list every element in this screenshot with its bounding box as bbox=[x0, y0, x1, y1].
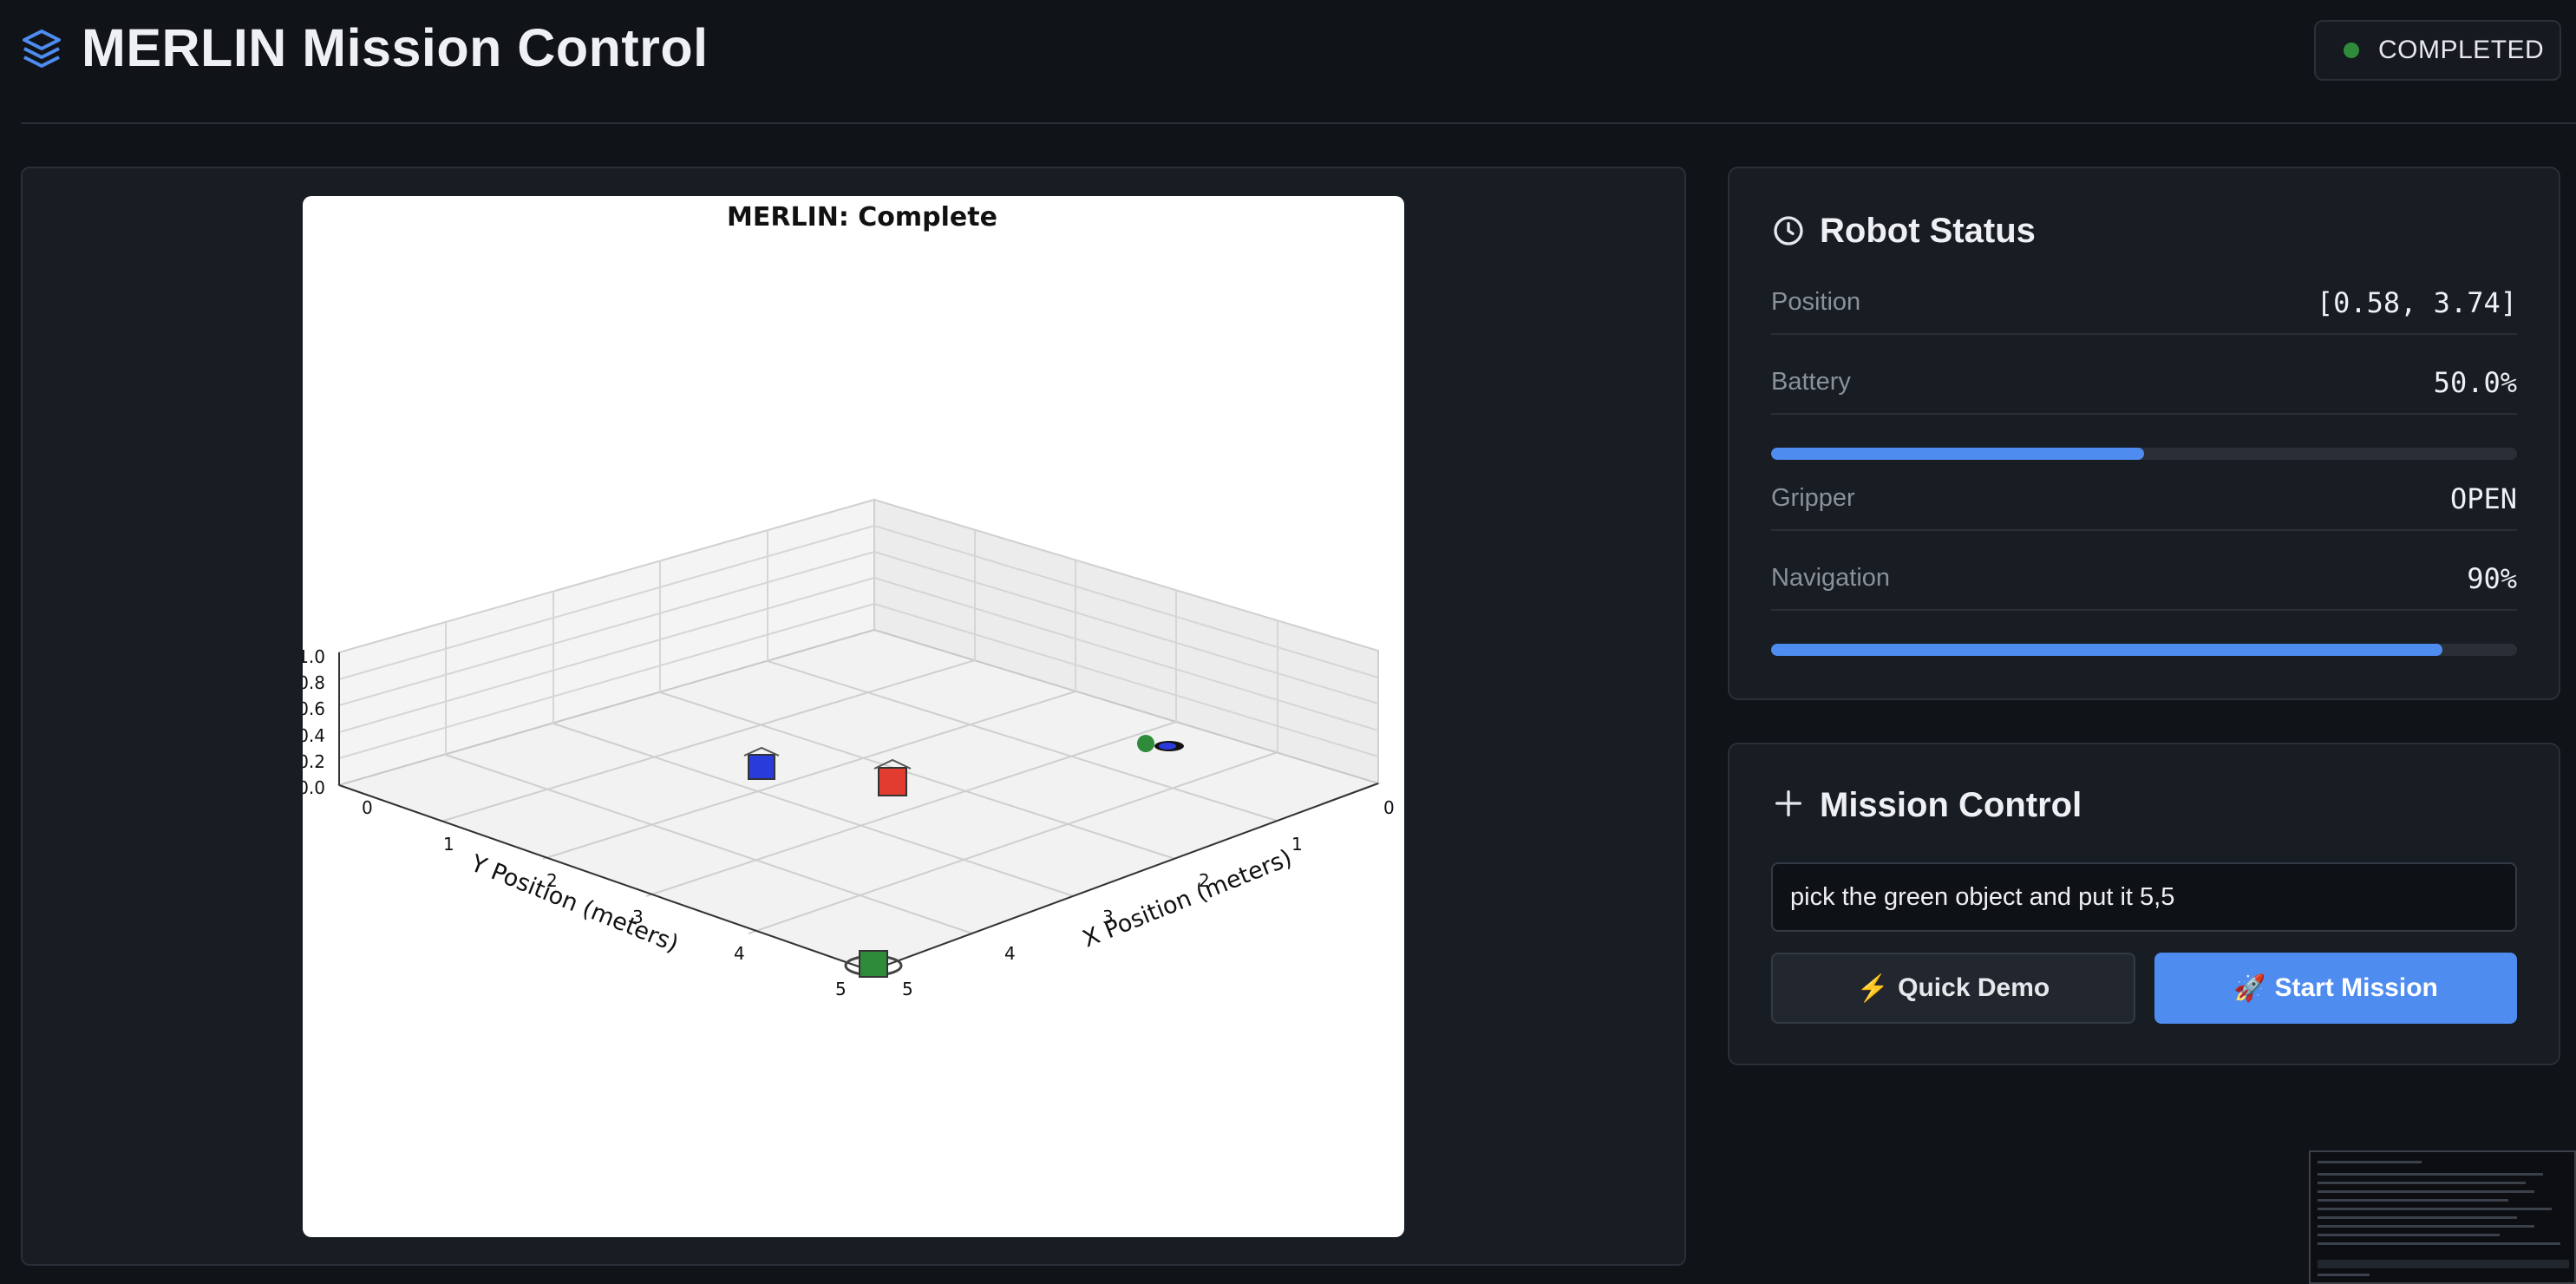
x-tick-label: 3 bbox=[1102, 907, 1114, 927]
y-tick-label: 0 bbox=[362, 797, 373, 818]
battery-row: Battery 50.0% bbox=[1771, 350, 2517, 415]
green-cube bbox=[844, 950, 903, 978]
z-tick-label: 0.6 bbox=[303, 698, 325, 719]
layers-icon bbox=[23, 29, 61, 68]
y-tick-label: 3 bbox=[632, 907, 644, 927]
mission-control-title: Mission Control bbox=[1820, 786, 2082, 824]
gripper-row: Gripper OPEN bbox=[1771, 467, 2517, 531]
navigation-bar bbox=[1771, 644, 2517, 656]
plot-title: MERLIN: Complete bbox=[727, 202, 997, 233]
z-tick-label: 0.0 bbox=[303, 777, 325, 798]
z-tick-label: 1.0 bbox=[303, 646, 325, 667]
robot bbox=[1137, 735, 1184, 752]
position-row: Position [0.58, 3.74] bbox=[1771, 271, 2517, 335]
y-tick-label: 4 bbox=[734, 943, 745, 964]
status-text: COMPLETED bbox=[2378, 36, 2545, 64]
gripper-value: OPEN bbox=[2449, 482, 2517, 515]
header-divider bbox=[21, 122, 2576, 124]
navigation-value: 90% bbox=[2467, 562, 2517, 595]
mission-status-badge: COMPLETED bbox=[2314, 20, 2561, 81]
rocket-icon: 🚀 bbox=[2233, 973, 2266, 1003]
header: MERLIN Mission Control COMPLETED bbox=[0, 0, 2576, 102]
plus-icon bbox=[1775, 790, 1801, 816]
x-tick-label: 1 bbox=[1291, 834, 1303, 855]
robot-status-card: Robot Status Position [0.58, 3.74] Batte… bbox=[1728, 167, 2560, 700]
y-tick-label: 2 bbox=[546, 870, 558, 891]
battery-value: 50.0% bbox=[2433, 366, 2517, 399]
3d-plot-svg: 0.0 0.2 0.4 0.6 0.8 1.0 0 1 2 3 4 5 0 1 … bbox=[303, 202, 1395, 999]
axis-lines bbox=[338, 652, 1379, 972]
y-ticks: 0 1 2 3 4 5 bbox=[362, 797, 847, 999]
log-thumbnail[interactable] bbox=[2309, 1150, 2576, 1284]
start-mission-label: Start Mission bbox=[2274, 973, 2438, 1002]
status-dot-icon bbox=[2344, 43, 2359, 58]
battery-bar bbox=[1771, 448, 2517, 460]
navigation-bar-fill bbox=[1771, 644, 2442, 656]
red-cube bbox=[873, 758, 912, 796]
position-value: [0.58, 3.74] bbox=[2316, 286, 2517, 319]
quick-demo-label: Quick Demo bbox=[1898, 973, 2050, 1002]
z-tick-label: 0.2 bbox=[303, 751, 325, 772]
gripper-label: Gripper bbox=[1771, 484, 1855, 512]
robot-status-title: Robot Status bbox=[1820, 212, 2036, 250]
floor-grid bbox=[440, 659, 1278, 934]
wall-grid bbox=[338, 525, 1379, 759]
3d-plot[interactable]: 0.0 0.2 0.4 0.6 0.8 1.0 0 1 2 3 4 5 0 1 … bbox=[303, 196, 1404, 1237]
lightning-icon: ⚡ bbox=[1856, 973, 1890, 1003]
mission-command-input[interactable] bbox=[1771, 862, 2517, 932]
navigation-label: Navigation bbox=[1771, 564, 1891, 592]
quick-demo-button[interactable]: ⚡ Quick Demo bbox=[1771, 953, 2135, 1024]
x-ticks: 0 1 2 3 4 5 bbox=[902, 797, 1395, 999]
mission-control-card: Mission Control ⚡ Quick Demo 🚀 Start Mis… bbox=[1728, 743, 2560, 1065]
y-tick-label: 1 bbox=[443, 834, 454, 855]
battery-bar-fill bbox=[1771, 448, 2144, 460]
z-tick-label: 0.4 bbox=[303, 725, 325, 746]
app-title: MERLIN Mission Control bbox=[82, 18, 709, 77]
navigation-row: Navigation 90% bbox=[1771, 547, 2517, 611]
x-tick-label: 5 bbox=[902, 979, 913, 999]
clock-icon bbox=[1774, 216, 1803, 246]
x-tick-label: 0 bbox=[1383, 797, 1395, 818]
x-tick-label: 2 bbox=[1199, 870, 1210, 891]
start-mission-button[interactable]: 🚀 Start Mission bbox=[2154, 953, 2517, 1024]
position-label: Position bbox=[1771, 288, 1861, 316]
blue-cube bbox=[743, 746, 780, 780]
z-ticks: 0.0 0.2 0.4 0.6 0.8 1.0 bbox=[303, 646, 325, 798]
x-tick-label: 4 bbox=[1004, 943, 1016, 964]
z-tick-label: 0.8 bbox=[303, 672, 325, 693]
y-tick-label: 5 bbox=[835, 979, 847, 999]
battery-label: Battery bbox=[1771, 368, 1851, 396]
